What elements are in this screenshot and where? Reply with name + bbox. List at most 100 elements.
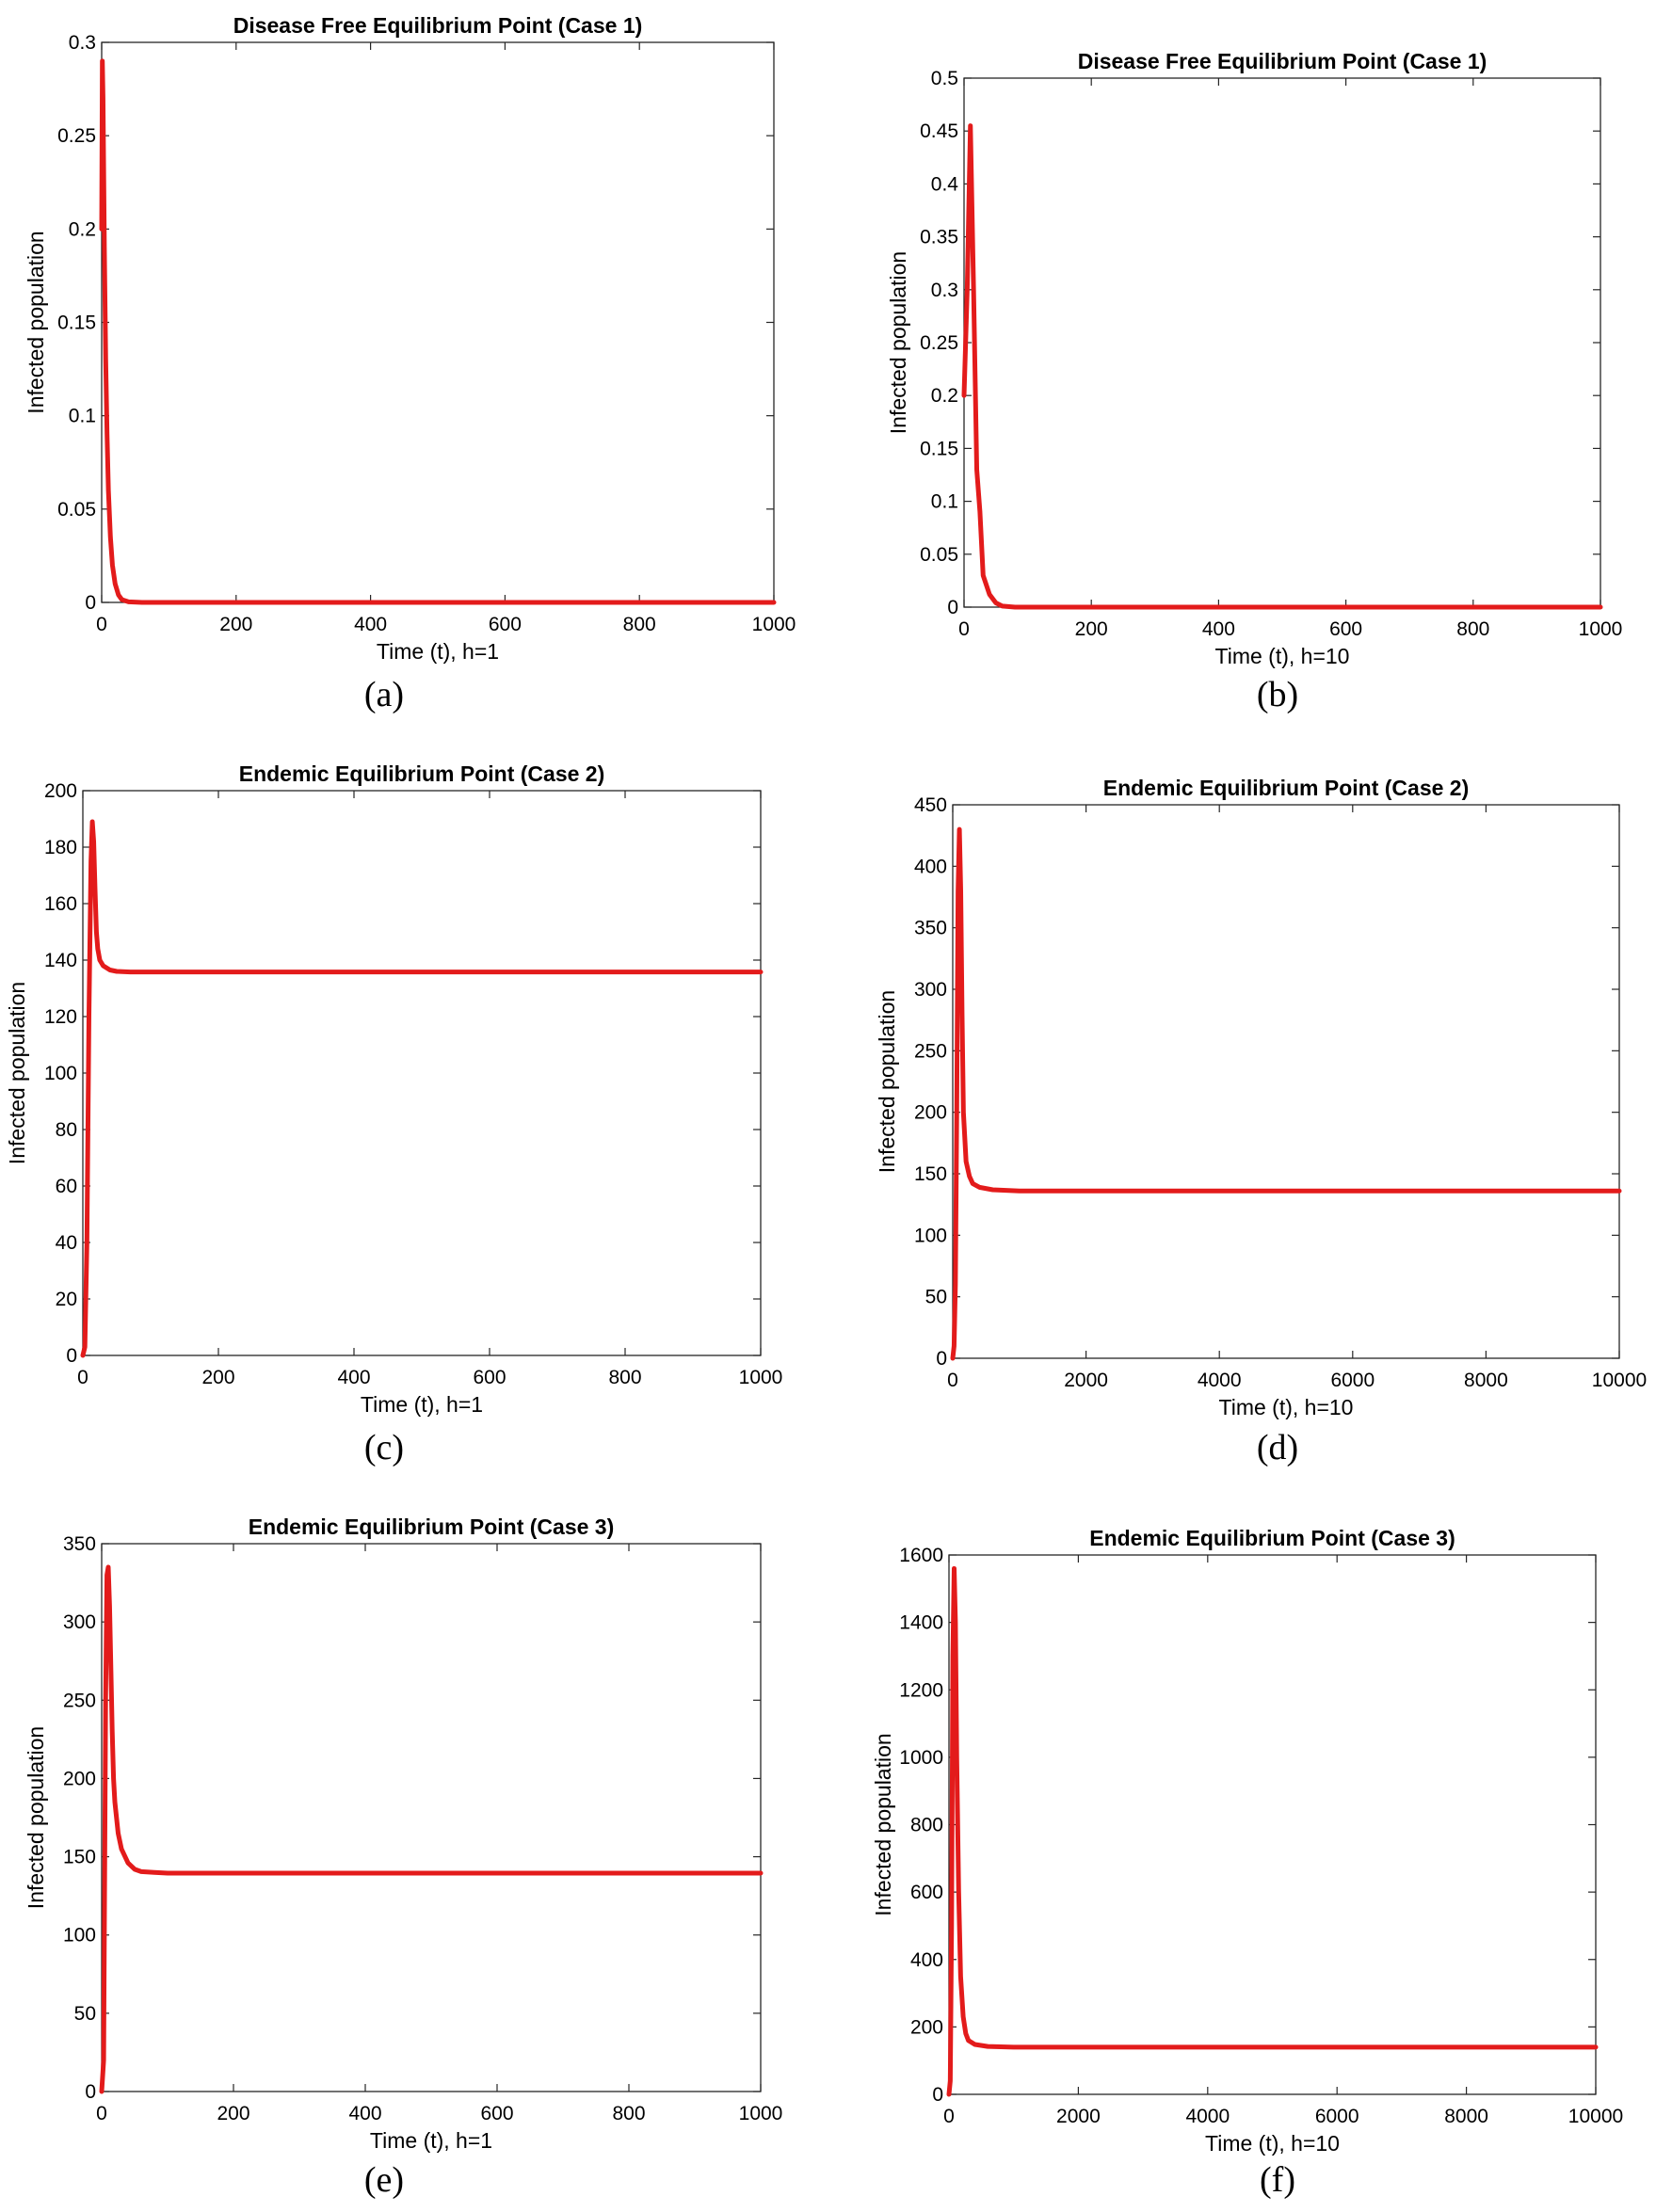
y-tick-label: 450 xyxy=(914,794,947,816)
x-tick-label: 400 xyxy=(354,614,387,635)
x-tick-label: 0 xyxy=(96,614,107,635)
y-axis-label: Infected population xyxy=(871,1733,895,1915)
y-tick-label: 350 xyxy=(914,918,947,939)
x-axis-label: Time (t), h=1 xyxy=(377,639,499,664)
y-tick-label: 40 xyxy=(56,1232,77,1254)
y-tick-label: 400 xyxy=(914,856,947,877)
x-axis-label: Time (t), h=1 xyxy=(361,1392,483,1417)
chart-title: Disease Free Equilibrium Point (Case 1) xyxy=(233,13,643,38)
y-tick-label: 0.4 xyxy=(931,173,959,195)
y-axis-label: Infected population xyxy=(5,982,29,1164)
y-tick-label: 150 xyxy=(63,1847,96,1868)
y-tick-label: 1200 xyxy=(899,1679,943,1701)
x-tick-label: 1000 xyxy=(752,614,796,635)
plot-area xyxy=(101,1543,762,2092)
panel-caption: (e) xyxy=(364,2160,404,2200)
series-line xyxy=(961,123,1603,610)
x-tick-label: 800 xyxy=(623,614,656,635)
y-tick-label: 120 xyxy=(44,1006,77,1028)
chart-panel-a: 0 200 400 600 800 1000 0 0.05 0.1 0.15 0.2 0.25 0.3 D… xyxy=(24,13,796,714)
y-tick-label: 200 xyxy=(44,780,77,802)
x-tick-label: 4000 xyxy=(1185,2106,1230,2127)
x-axis-label: Time (t), h=1 xyxy=(370,2128,492,2153)
y-tick-label: 0.25 xyxy=(57,125,96,147)
y-tick-label: 250 xyxy=(63,1690,96,1711)
series-line xyxy=(99,1564,764,2094)
x-tick-label: 1000 xyxy=(739,1367,783,1388)
y-tick-label: 150 xyxy=(914,1163,947,1185)
x-tick-label: 1000 xyxy=(739,2103,783,2124)
y-tick-label: 0.5 xyxy=(931,68,958,89)
y-tick-label: 0.35 xyxy=(920,227,958,248)
y-tick-label: 200 xyxy=(910,2016,943,2038)
y-tick-label: 600 xyxy=(910,1882,943,1903)
y-tick-label: 20 xyxy=(56,1289,77,1310)
plot-area xyxy=(82,790,762,1356)
y-tick-label: 0.15 xyxy=(920,438,958,459)
y-tick-label: 1000 xyxy=(899,1747,943,1769)
x-tick-label: 0 xyxy=(947,1370,958,1391)
y-tick-label: 180 xyxy=(44,837,77,858)
chart-panel-e: 0 200 400 600 800 1000 0 50 100 150 200 250 300 350 En… xyxy=(24,1515,782,2200)
y-tick-label: 0.3 xyxy=(69,32,96,54)
y-tick-label: 0 xyxy=(85,2081,96,2103)
y-axis-label: Infected population xyxy=(875,990,899,1173)
chart-panel-f: 0 2000 4000 6000 8000 10000 0 200 400 600 800 1000 1… xyxy=(871,1526,1623,2200)
y-tick-label: 0.25 xyxy=(920,332,958,354)
x-tick-label: 8000 xyxy=(1444,2106,1488,2127)
y-tick-label: 0 xyxy=(947,597,958,618)
x-tick-label: 8000 xyxy=(1464,1370,1508,1391)
y-tick-label: 800 xyxy=(910,1815,943,1836)
x-tick-label: 4000 xyxy=(1198,1370,1242,1391)
y-tick-label: 0 xyxy=(932,2084,943,2106)
panel-caption: (f) xyxy=(1260,2160,1295,2200)
plot-area xyxy=(101,41,775,603)
y-tick-label: 80 xyxy=(56,1119,77,1141)
x-tick-label: 6000 xyxy=(1315,2106,1359,2127)
y-axis-label: Infected population xyxy=(24,231,48,413)
x-tick-label: 2000 xyxy=(1056,2106,1101,2127)
x-tick-label: 600 xyxy=(1329,618,1362,640)
y-tick-label: 50 xyxy=(925,1287,947,1308)
chart-title: Disease Free Equilibrium Point (Case 1) xyxy=(1078,49,1487,73)
x-tick-label: 600 xyxy=(489,614,522,635)
y-axis-label: Infected population xyxy=(886,251,910,434)
panel-caption: (d) xyxy=(1257,1428,1298,1467)
y-tick-label: 0 xyxy=(66,1345,77,1367)
x-tick-label: 400 xyxy=(1202,618,1235,640)
chart-panel-d: 0 2000 4000 6000 8000 10000 0 50 100 150 200 250 300… xyxy=(875,776,1647,1467)
series-line xyxy=(946,1565,1599,2097)
y-tick-label: 0 xyxy=(85,592,96,614)
plot-area xyxy=(952,804,1620,1359)
y-axis-label: Infected population xyxy=(24,1726,48,1909)
x-axis-label: Time (t), h=10 xyxy=(1205,2131,1340,2156)
y-tick-label: 160 xyxy=(44,893,77,915)
x-tick-label: 600 xyxy=(473,1367,506,1388)
y-tick-label: 0.1 xyxy=(69,406,96,427)
x-tick-label: 800 xyxy=(608,1367,641,1388)
x-tick-label: 10000 xyxy=(1568,2106,1623,2127)
x-tick-label: 0 xyxy=(96,2103,107,2124)
y-tick-label: 0.3 xyxy=(931,280,958,301)
x-tick-label: 200 xyxy=(219,614,252,635)
x-tick-label: 2000 xyxy=(1064,1370,1108,1391)
y-tick-label: 0.15 xyxy=(57,313,96,334)
y-tick-label: 100 xyxy=(44,1063,77,1084)
plot-area xyxy=(963,77,1601,608)
y-tick-label: 350 xyxy=(63,1533,96,1555)
x-axis-label: Time (t), h=10 xyxy=(1215,644,1350,668)
chart-title: Endemic Equilibrium Point (Case 3) xyxy=(249,1515,615,1539)
y-tick-label: 140 xyxy=(44,950,77,971)
panel-caption: (c) xyxy=(364,1428,404,1467)
x-tick-label: 0 xyxy=(77,1367,88,1388)
chart-title: Endemic Equilibrium Point (Case 2) xyxy=(239,761,605,786)
y-tick-label: 300 xyxy=(63,1611,96,1633)
panel-caption: (b) xyxy=(1257,675,1298,714)
y-tick-label: 0.05 xyxy=(57,499,96,521)
chart-title: Endemic Equilibrium Point (Case 2) xyxy=(1103,776,1470,800)
y-tick-label: 100 xyxy=(63,1925,96,1947)
y-tick-label: 300 xyxy=(914,979,947,1001)
y-tick-label: 0.1 xyxy=(931,491,958,513)
x-tick-label: 200 xyxy=(201,1367,234,1388)
